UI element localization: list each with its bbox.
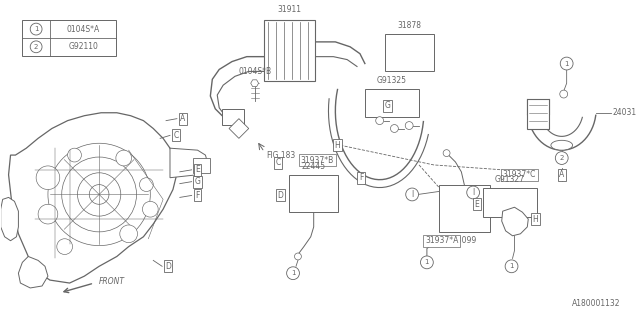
Circle shape [443,150,450,156]
Text: 13099: 13099 [452,236,476,245]
Circle shape [560,90,568,98]
Text: G91327: G91327 [495,175,525,184]
Circle shape [30,23,42,35]
Text: G: G [385,101,390,110]
Text: C: C [173,131,179,140]
Text: G: G [195,177,200,186]
Polygon shape [19,256,48,288]
Circle shape [30,41,42,53]
Text: A180001132: A180001132 [572,299,621,308]
Text: 1: 1 [34,26,38,32]
Text: I: I [472,188,474,197]
Circle shape [140,178,153,191]
Text: H: H [335,141,340,150]
Circle shape [120,225,138,243]
Text: 2: 2 [559,155,564,161]
Text: I: I [411,190,413,199]
Circle shape [77,173,121,216]
Text: F: F [195,191,200,200]
Circle shape [294,253,301,260]
Text: H: H [532,214,538,224]
Text: E: E [475,200,479,209]
Circle shape [68,148,81,162]
Ellipse shape [551,140,573,150]
Bar [527,99,549,129]
Polygon shape [170,148,207,178]
Text: 22445: 22445 [301,162,326,171]
Circle shape [376,117,383,124]
Circle shape [36,166,60,189]
Bar [385,34,434,71]
Polygon shape [229,119,249,138]
Polygon shape [251,80,259,87]
Circle shape [143,201,158,217]
Text: 1: 1 [291,270,295,276]
Text: 31878: 31878 [397,21,421,30]
Text: A: A [559,170,564,179]
Text: C: C [276,158,281,167]
Bar [222,109,244,124]
Text: FIG.183: FIG.183 [266,151,296,160]
Circle shape [287,267,300,280]
Text: F: F [359,173,363,182]
Circle shape [38,204,58,224]
Text: 31937*C: 31937*C [502,170,536,179]
Circle shape [420,256,433,269]
Text: 0104S*A: 0104S*A [67,25,100,34]
Text: 31937*A: 31937*A [425,236,458,245]
Text: 1: 1 [509,263,514,269]
Circle shape [390,124,398,132]
Text: 1: 1 [425,260,429,265]
Text: G92110: G92110 [68,42,99,51]
Text: 31937*B: 31937*B [301,156,334,164]
Polygon shape [8,113,176,283]
Text: 24031: 24031 [613,108,637,117]
Text: 0104S*B: 0104S*B [238,67,271,76]
Bar [289,175,339,212]
Circle shape [57,239,72,254]
Text: G91325: G91325 [377,76,407,85]
Bar [483,188,537,217]
Bar [438,185,490,232]
Text: 31911: 31911 [277,5,301,14]
Circle shape [556,152,568,164]
Bar [22,20,116,56]
Text: A: A [180,114,186,123]
Circle shape [48,143,150,246]
Circle shape [405,122,413,130]
Circle shape [116,150,132,166]
Text: D: D [165,262,171,271]
Circle shape [406,188,419,201]
Bar [193,158,211,173]
Polygon shape [1,197,19,241]
Text: E: E [195,165,200,174]
Bar [264,20,315,81]
Text: D: D [277,191,283,200]
Circle shape [90,185,109,204]
Circle shape [505,260,518,273]
Circle shape [560,57,573,70]
Bar [365,89,419,117]
Text: FRONT: FRONT [99,276,125,285]
Circle shape [467,186,479,199]
Text: 2: 2 [34,44,38,50]
Text: 1: 1 [564,60,569,67]
Circle shape [61,157,136,232]
Polygon shape [502,207,528,236]
